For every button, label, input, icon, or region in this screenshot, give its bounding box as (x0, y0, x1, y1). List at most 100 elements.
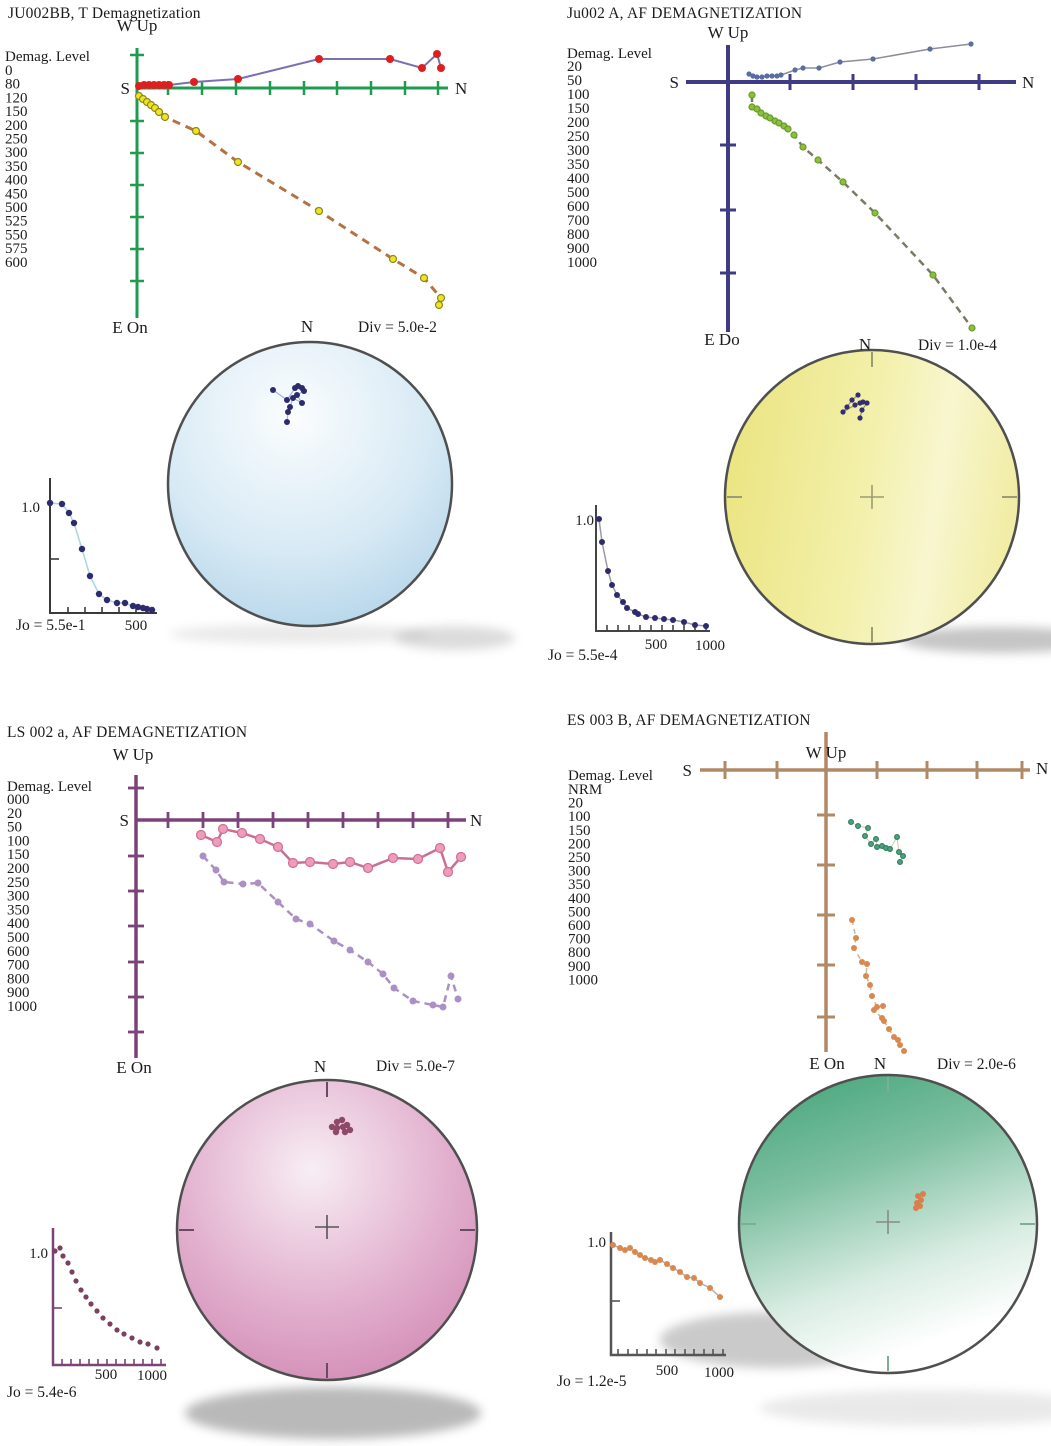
demag-level-value: 150 (567, 101, 590, 117)
series-horizontal-projection (195, 823, 467, 878)
series-line (138, 94, 443, 306)
stereonet: N Div = 2.0e-6 (660, 1054, 1051, 1426)
demag-level-value: 250 (7, 875, 30, 891)
decay-point (670, 617, 676, 623)
data-point (851, 945, 857, 951)
demag-level-value: 575 (5, 241, 28, 257)
data-point (754, 74, 760, 80)
decay-point (637, 1252, 643, 1258)
stereonet-point (855, 392, 861, 398)
decay-point (691, 1275, 697, 1281)
decay-point (46, 499, 54, 507)
axis-label-up: W Up (113, 745, 154, 764)
data-point (784, 125, 792, 133)
data-point (867, 982, 873, 988)
stereonet-point (270, 387, 276, 393)
stereonet-point (840, 409, 846, 415)
data-point (778, 72, 784, 78)
decay-point (83, 1294, 89, 1300)
data-point (436, 293, 446, 303)
demag-level-value: 350 (567, 157, 590, 173)
series-line (138, 52, 442, 87)
data-point (455, 851, 467, 863)
data-point (881, 1018, 887, 1024)
stereonet-point (332, 1128, 340, 1136)
stereonet: N Div = 1.0e-4 (723, 335, 1051, 653)
data-point (292, 915, 300, 923)
demag-level-value: 150 (7, 847, 30, 863)
data-point (344, 856, 356, 868)
decay-x-axis-label: 1000 (704, 1365, 734, 1381)
stereonet-point (913, 1205, 919, 1211)
data-point (864, 961, 870, 967)
demag-level-value: 600 (5, 255, 28, 271)
decay-point (103, 596, 111, 604)
series-horizontal-projection (746, 41, 974, 80)
stereonet-shadow (900, 627, 1051, 653)
stereonet-north-label: N (301, 317, 313, 336)
series-line (202, 855, 460, 1009)
data-point (437, 64, 445, 72)
decay-point (652, 1259, 658, 1265)
data-point (165, 81, 173, 89)
data-point (439, 1003, 447, 1011)
axis-label-e: E On (809, 1054, 845, 1073)
data-point (442, 866, 454, 878)
data-point (929, 271, 937, 279)
decay-point (622, 1247, 628, 1253)
demag-level-label: Demag. Level (5, 49, 90, 65)
demag-level-value: 700 (567, 213, 590, 229)
stereonet-point (341, 1128, 349, 1136)
data-point (893, 833, 900, 840)
cluster-line (842, 394, 869, 419)
data-point (379, 970, 387, 978)
decay-point (627, 1245, 633, 1251)
decay-point (129, 1335, 135, 1341)
data-point (346, 946, 354, 954)
decay-x-axis-label: 1000 (137, 1368, 167, 1384)
panel-ju002bb: Demag. Level0801201502002503003504004505… (5, 16, 515, 650)
data-point (220, 878, 228, 886)
stereonet-point (859, 407, 865, 413)
decay-x-axis-label: 1000 (695, 638, 725, 654)
data-point (390, 984, 398, 992)
demag-level-value: 150 (5, 104, 28, 120)
stereonet-shadow (185, 1387, 481, 1439)
demag-level-value: 120 (5, 90, 28, 106)
decay-point (707, 1285, 713, 1291)
data-point (895, 1037, 901, 1043)
stereonet-shadow (395, 626, 515, 650)
demag-level-value: 300 (568, 864, 591, 880)
stereonet-north-label: N (314, 1057, 326, 1076)
decay-point (94, 1308, 100, 1314)
stereonet-point (864, 400, 870, 406)
data-point (433, 50, 441, 58)
demag-level-value: 600 (567, 199, 590, 215)
decay-point (697, 1280, 703, 1286)
stereonet-point (328, 1123, 336, 1131)
stereonet: N Div = 5.0e-2 (166, 317, 515, 650)
decay-point (52, 1248, 58, 1254)
demag-level-value: 800 (7, 971, 30, 987)
data-point (386, 55, 394, 63)
data-point (160, 112, 170, 122)
decay-axes (609, 1232, 726, 1357)
decay-point (652, 615, 658, 621)
data-point (886, 1026, 892, 1032)
decay-point (70, 519, 78, 527)
demag-level-value: 1000 (567, 255, 597, 271)
demag-level-label: Demag. Level (7, 779, 92, 795)
decay-plot: 1.0 Jo = 5.4e-6 500 1000 (7, 1228, 167, 1401)
demag-level-value: 200 (5, 118, 28, 134)
decay-point (148, 606, 156, 614)
demag-level-label: Demag. Level (567, 46, 652, 62)
decay-point (717, 1294, 723, 1300)
data-point (766, 114, 774, 122)
data-point (272, 841, 284, 853)
jo-label: Jo = 5.4e-6 (7, 1384, 77, 1401)
axis-label-up: W Up (117, 16, 158, 35)
data-point (274, 898, 282, 906)
decay-x-axis-label: 500 (95, 1367, 118, 1383)
data-point (859, 959, 865, 965)
demag-level-value: 250 (5, 132, 28, 148)
